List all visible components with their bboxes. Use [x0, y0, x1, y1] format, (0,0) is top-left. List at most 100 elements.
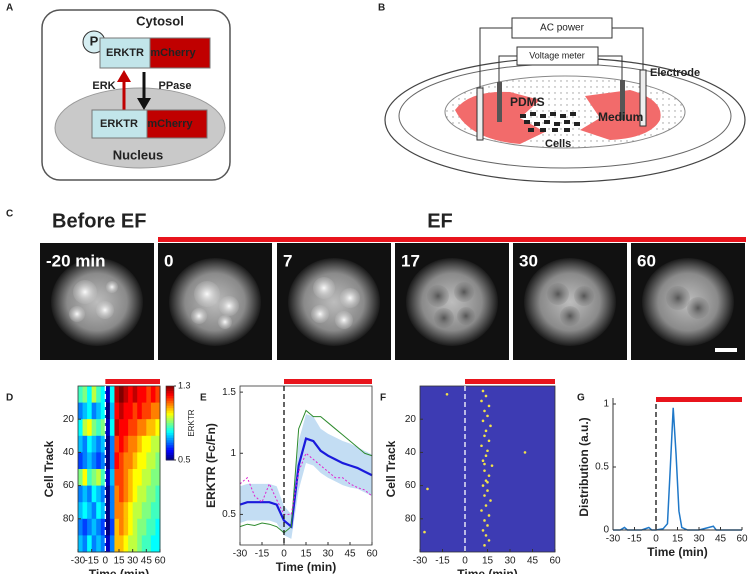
colorbar-tick-label: 0.5 [178, 454, 191, 464]
point [426, 487, 429, 491]
point [480, 509, 483, 512]
point [483, 434, 486, 438]
heat-cell [141, 485, 147, 503]
x-tick-label: 30 [693, 534, 705, 545]
heat-cell [119, 452, 125, 470]
x-tick-label: -15 [435, 556, 450, 567]
mcherry-box [146, 109, 208, 139]
nucleus [340, 288, 360, 308]
point [487, 404, 491, 408]
y-tick-label: 60 [405, 480, 417, 491]
heat-cell [132, 435, 138, 453]
heat-cell [82, 386, 88, 404]
colorbar-step [166, 435, 174, 439]
medium-label: Medium [598, 110, 643, 124]
heat-cell [78, 386, 84, 404]
panel-label: F [380, 393, 386, 404]
heat-cell [132, 419, 138, 437]
panel-label: E [200, 393, 207, 404]
point [483, 544, 486, 547]
heat-cell [123, 469, 129, 487]
heat-cell [100, 402, 106, 420]
before-label: Before EF [52, 210, 146, 232]
heat-cell [96, 469, 102, 487]
heat-cell [96, 485, 102, 503]
colorbar-step [166, 452, 174, 456]
heat-cell [132, 402, 138, 420]
heat-cell [123, 535, 129, 553]
nucleus-label: Nucleus [113, 147, 164, 162]
nucleus [73, 280, 97, 304]
heat-cell [150, 435, 156, 453]
y-tick-label: 20 [405, 414, 417, 425]
heat-cell [114, 435, 120, 453]
point [480, 444, 483, 448]
heat-cell [123, 452, 129, 470]
heat-cell [114, 518, 120, 536]
heat-cell [109, 469, 115, 487]
heat-cell [82, 469, 88, 487]
heat-cell [155, 485, 161, 503]
point [481, 529, 485, 532]
stimulus-bar [105, 379, 160, 384]
heat-cell [123, 402, 129, 420]
cell-array [520, 112, 580, 132]
voltage-meter-box [516, 46, 599, 66]
nucleus [574, 286, 594, 306]
heat-cell [87, 535, 93, 553]
heat-cell [109, 485, 115, 503]
heat-cell [128, 518, 134, 536]
heat-cell [137, 502, 143, 520]
heat-cell [109, 419, 115, 437]
heat-cell [141, 452, 147, 470]
heat-cell [91, 485, 97, 503]
heat-cell [150, 452, 156, 470]
chart: -30 -15 0 15 30 45 60 20 40 60 80 Time (min) Cell Tr… [384, 379, 561, 574]
heat-cell [100, 535, 106, 553]
mcherry-label: mCherry [147, 118, 193, 130]
x-axis-label: Time (min) [89, 567, 149, 574]
x-tick-label: -30 [413, 556, 428, 567]
heat-cell [150, 402, 156, 420]
heat-cell [141, 435, 147, 453]
heat-cell [96, 402, 102, 420]
tiles: -20 min 0 7 17 30 60 [40, 243, 745, 360]
export-arrowhead [117, 70, 131, 82]
y-tick-label: 0.5 [595, 462, 609, 473]
colorbar-step [166, 398, 174, 402]
heat-cell [114, 452, 120, 470]
y-axis-label: ERKTR (Fc/Fn) [204, 423, 218, 508]
heat-cell [150, 386, 156, 404]
heat-cell [141, 469, 147, 487]
image-tile: 60 [631, 243, 745, 360]
colorbar-step [166, 400, 174, 404]
heat-cell [100, 518, 106, 536]
heat-cell [141, 518, 147, 536]
y-tick-label: 1 [230, 448, 236, 459]
y-tick-label: 40 [405, 447, 417, 458]
heat-cell [146, 402, 152, 420]
point [481, 389, 485, 393]
heat-cell [137, 419, 143, 437]
heat-cell [123, 419, 129, 437]
heat-cell [128, 485, 134, 503]
heat-cell [132, 469, 138, 487]
point [486, 414, 489, 418]
colorbar-step [166, 393, 174, 397]
heat-cell [128, 419, 134, 437]
point [481, 459, 485, 463]
heat-cell [150, 535, 156, 553]
heat-cell [100, 452, 106, 470]
cell [524, 258, 616, 346]
mcherry-label: mCherry [150, 47, 196, 59]
y-tick-label: 80 [405, 513, 417, 524]
y-tick-label: 60 [63, 480, 75, 491]
electrode-label: Electrode [650, 67, 700, 79]
heat-cell [114, 386, 120, 404]
meter-probe [497, 82, 502, 122]
heat-cell [100, 419, 106, 437]
heat-cell [123, 485, 129, 503]
